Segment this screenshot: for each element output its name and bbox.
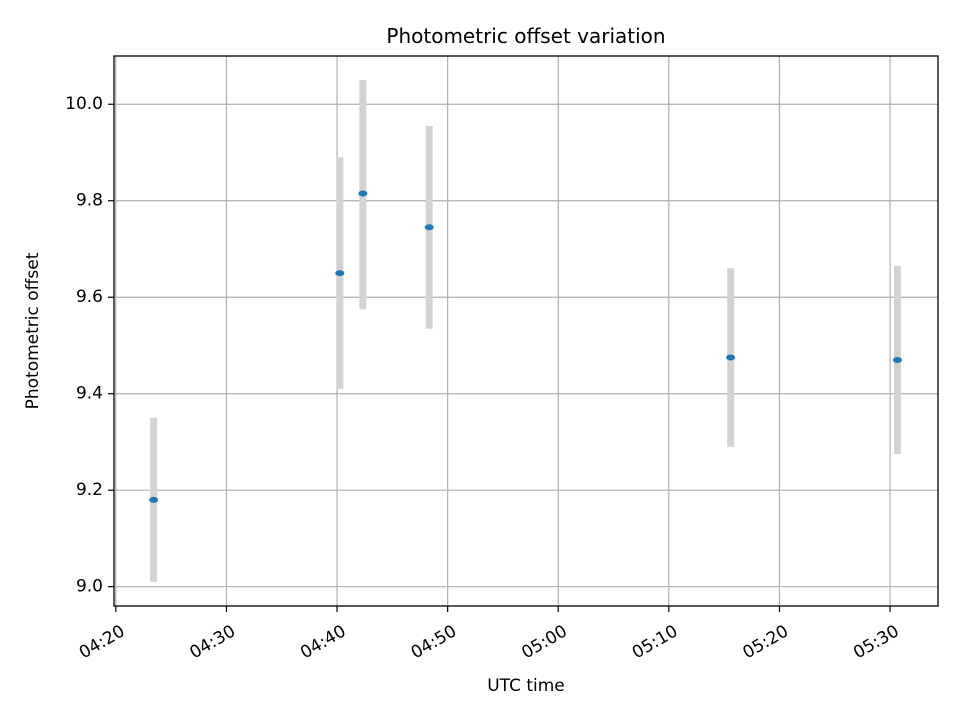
y-axis-ticks: 9.0 9.2 9.4 9.6 9.8 10.0 (65, 94, 114, 597)
grid (114, 56, 938, 606)
y-tick-label: 9.2 (76, 480, 103, 500)
data-points (149, 190, 902, 503)
data-point (335, 270, 345, 277)
chart-title: Photometric offset variation (386, 24, 665, 48)
data-point (149, 496, 159, 503)
data-point (726, 354, 736, 361)
y-tick-label: 9.6 (76, 287, 103, 307)
y-tick-label: 9.0 (76, 577, 103, 597)
data-point (892, 356, 902, 363)
y-axis-title: Photometric offset (23, 252, 43, 409)
y-tick-label: 9.8 (76, 191, 103, 211)
y-tick-label: 9.4 (76, 384, 103, 404)
plot-frame (113, 55, 939, 607)
x-axis-title: UTC time (487, 676, 565, 696)
y-tick-label: 10.0 (65, 94, 103, 114)
data-point (424, 224, 434, 231)
data-point (358, 190, 368, 197)
